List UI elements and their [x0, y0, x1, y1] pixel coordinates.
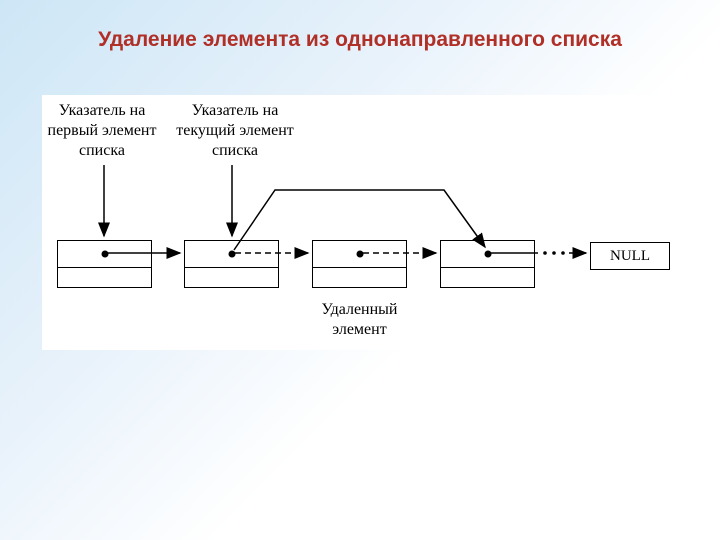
label-line: элемент [332, 321, 386, 338]
label-line: списка [79, 142, 125, 159]
pointer-dot [228, 251, 235, 258]
list-node-1 [57, 240, 152, 288]
label-line: Удаленный [322, 301, 398, 318]
list-node-2 [184, 240, 279, 288]
label-line: списка [212, 142, 258, 159]
label-line: первый элемент [48, 122, 157, 139]
pointer-dot [101, 251, 108, 258]
label-first-pointer: Указатель на первый элемент списка [37, 101, 167, 161]
null-box: NULL [590, 242, 670, 270]
label-deleted-element: Удаленный элемент [292, 300, 427, 340]
label-line: Указатель на [59, 102, 146, 119]
null-label: NULL [610, 248, 650, 265]
list-node-deleted [312, 240, 407, 288]
pointer-dot [356, 251, 363, 258]
slide-title: Удаление элемента из однонаправленного с… [0, 28, 720, 52]
label-line: Указатель на [192, 102, 279, 119]
label-line: текущий элемент [176, 122, 294, 139]
label-current-pointer: Указатель на текущий элемент списка [170, 101, 300, 161]
pointer-dot [484, 251, 491, 258]
diagram: Указатель на первый элемент списка Указа… [42, 95, 684, 350]
list-node-4 [440, 240, 535, 288]
